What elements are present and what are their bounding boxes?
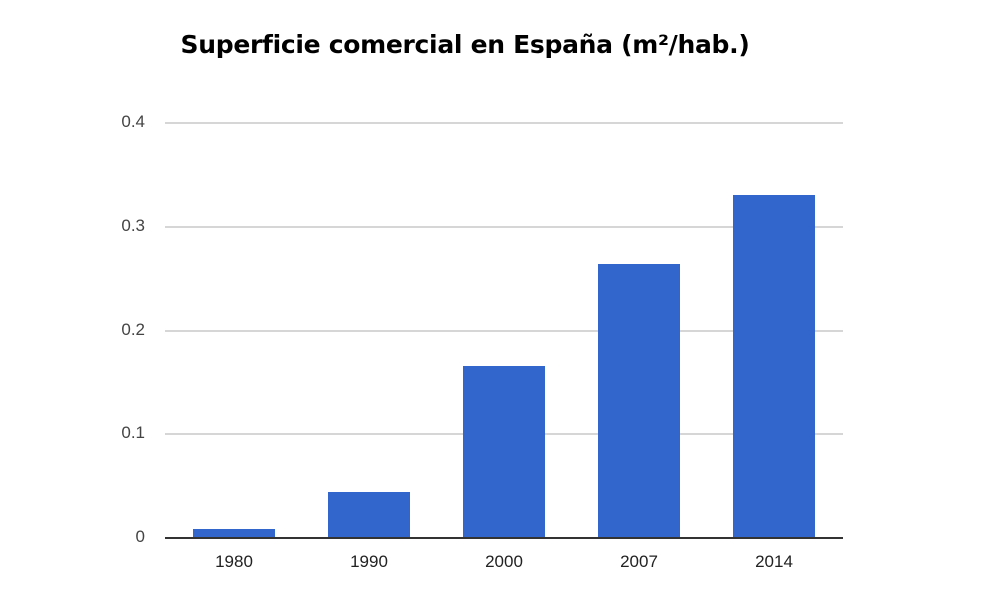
gridline xyxy=(165,122,843,124)
y-tick-label: 0.2 xyxy=(121,319,145,339)
bar-2007[interactable] xyxy=(598,264,680,538)
x-tick-label: 1990 xyxy=(350,552,388,571)
y-tick-label: 0.4 xyxy=(121,112,145,131)
x-tick-label: 2007 xyxy=(620,552,658,571)
bar-1980[interactable] xyxy=(193,528,275,538)
x-tick-label: 2000 xyxy=(485,552,523,571)
bar-1990[interactable] xyxy=(328,492,410,538)
bar-2000[interactable] xyxy=(463,365,545,538)
gridline xyxy=(165,329,843,332)
x-tick-label: 2014 xyxy=(755,552,793,571)
chart-title: Superficie comercial en España (m²/hab.) xyxy=(180,30,750,59)
x-axis-baseline xyxy=(165,537,843,539)
x-tick-label: 1980 xyxy=(215,552,253,571)
y-tick-label: 0.3 xyxy=(121,215,145,235)
gridline xyxy=(165,225,843,228)
y-tick-label: 0 xyxy=(135,527,145,546)
bar-2014[interactable] xyxy=(733,194,815,538)
y-tick-label: 0.1 xyxy=(121,423,145,443)
